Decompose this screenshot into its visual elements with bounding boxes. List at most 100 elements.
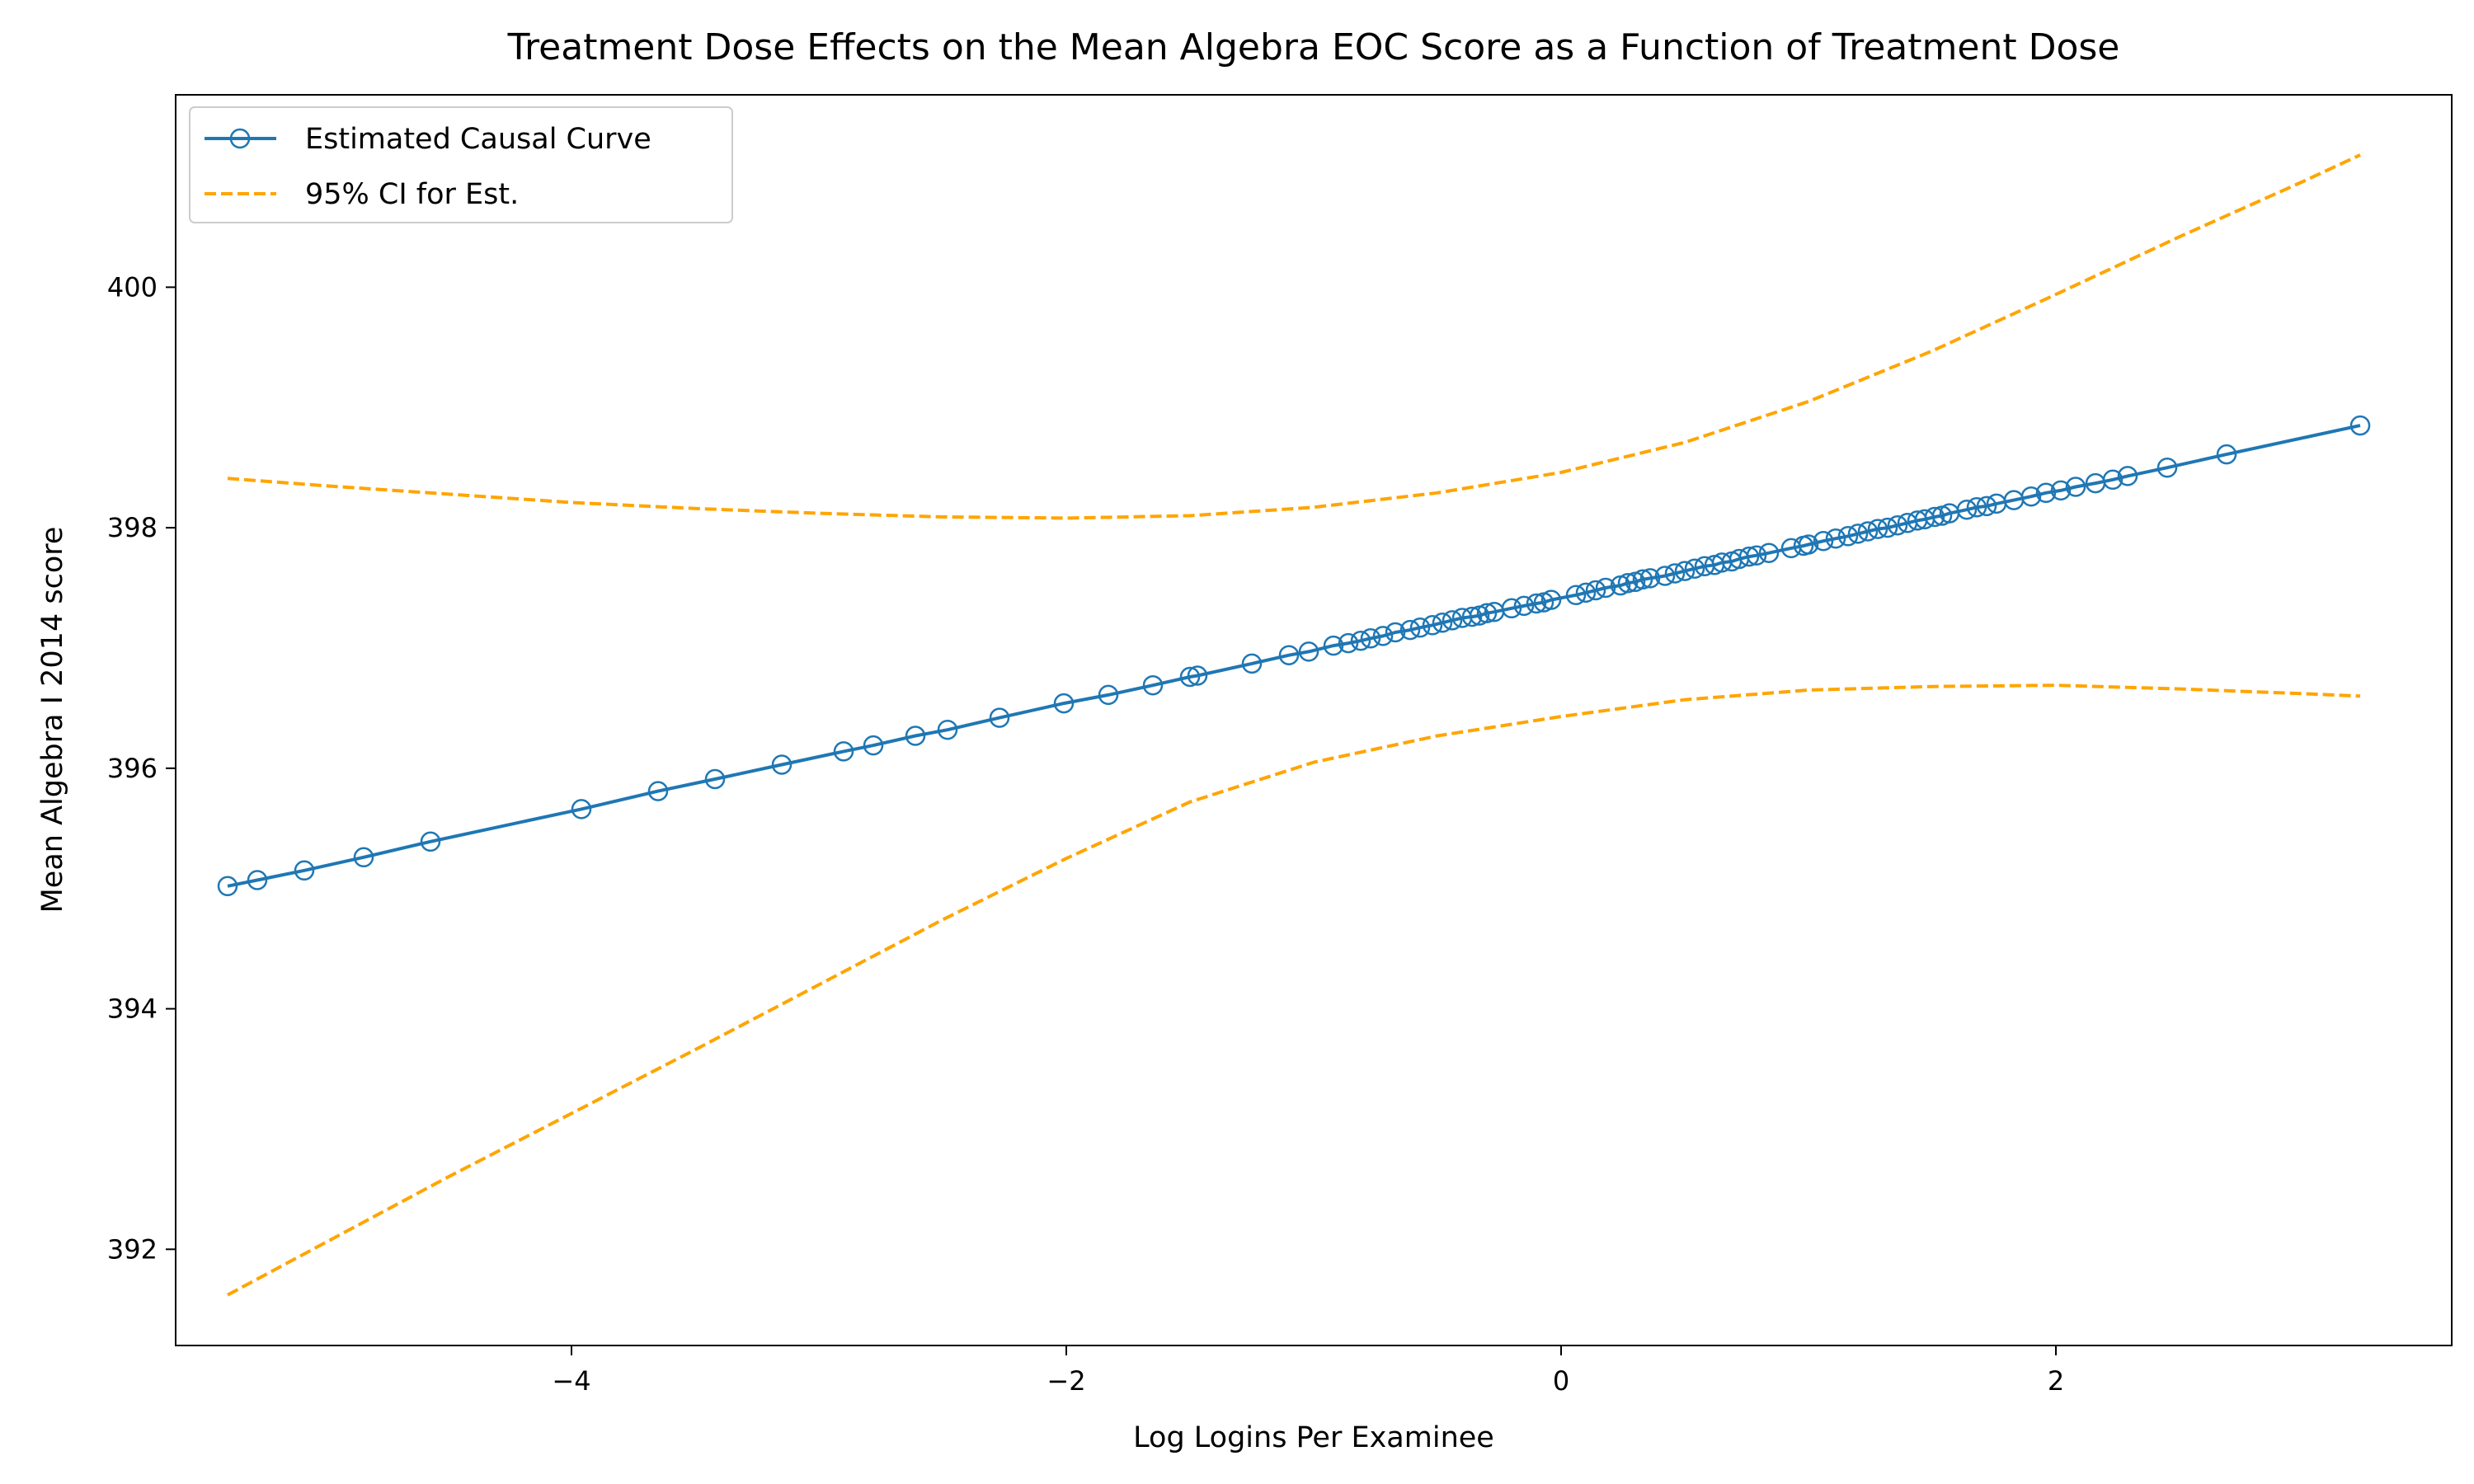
data-point: [1575, 582, 1597, 603]
data-point: [1565, 585, 1587, 606]
data-point: [2117, 466, 2138, 486]
data-point: [863, 735, 884, 756]
data-point: [2102, 469, 2124, 491]
series-line-95-ci-for-est: [227, 153, 2361, 520]
legend-box: [189, 106, 733, 223]
legend: Estimated Causal Curve 95% CI for Est.: [189, 106, 733, 223]
data-point: [247, 870, 268, 890]
y-tick-label: 396: [107, 753, 158, 784]
data-point: [1432, 613, 1453, 633]
data-point: [1350, 630, 1371, 651]
data-point: [1372, 626, 1394, 646]
legend-marker-estimated-causal-curve: [229, 128, 251, 149]
data-point: [1360, 628, 1381, 649]
x-tick-label: −2: [1047, 1365, 1085, 1397]
y-axis: 392 394 396 398 400: [107, 271, 176, 1265]
data-point: [1385, 622, 1406, 643]
x-tick-label: −4: [552, 1365, 590, 1397]
data-point: [1956, 499, 1978, 520]
data-point: [1338, 632, 1359, 654]
data-point: [647, 781, 669, 801]
data-point: [1053, 693, 1075, 714]
data-point: [2020, 486, 2042, 507]
data-point: [1585, 580, 1606, 601]
y-tick-label: 400: [107, 271, 158, 303]
data-point: [1142, 674, 1164, 696]
data-point: [1476, 603, 1498, 623]
data-point: [1746, 545, 1767, 566]
data-point: [2035, 482, 2057, 504]
legend-label-ci: 95% CI for Est.: [305, 178, 519, 211]
data-point: [1674, 561, 1696, 581]
x-tick-label: 2: [2048, 1365, 2064, 1397]
data-point: [1513, 595, 1535, 617]
data-point: [937, 719, 958, 740]
data-point: [1857, 521, 1879, 542]
data-point: [1399, 619, 1421, 641]
data-point: [1241, 653, 1263, 674]
data-point: [1187, 665, 1208, 686]
data-point: [2349, 415, 2371, 436]
data-point: [1617, 572, 1639, 594]
data-point: [905, 726, 926, 746]
data-point: [704, 768, 726, 790]
data-point: [1461, 606, 1483, 627]
data-point: [1847, 524, 1869, 544]
data-point: [1098, 684, 1119, 706]
plot-frame: [175, 94, 2453, 1346]
data-point: [2065, 477, 2086, 497]
data-point: [1867, 519, 1888, 539]
data-point: [1758, 542, 1780, 563]
data-point: [420, 831, 441, 852]
data-point: [1877, 517, 1898, 538]
data-point: [2216, 444, 2237, 465]
data-point: [1595, 577, 1616, 599]
data-point: [1813, 530, 1834, 552]
data-point: [1684, 558, 1705, 579]
data-point: [1323, 635, 1344, 656]
data-point: [1966, 497, 1987, 518]
series-layer: [217, 153, 2371, 1297]
data-point: [1887, 514, 1908, 536]
data-point: [571, 799, 592, 819]
chart-title: Treatment Dose Effects on the Mean Algeb…: [507, 26, 2120, 68]
data-point: [771, 754, 793, 775]
data-point: [1639, 568, 1661, 589]
data-point: [833, 741, 854, 762]
y-tick-label: 392: [107, 1233, 158, 1265]
data-point: [1632, 569, 1653, 590]
data-point: [2157, 457, 2178, 478]
x-axis-label: Log Logins Per Examinee: [1133, 1421, 1494, 1454]
data-point: [989, 707, 1010, 728]
data-point: [353, 847, 374, 868]
data-point: [1540, 589, 1562, 610]
data-point: [294, 860, 315, 881]
data-point: [1179, 666, 1201, 688]
data-point: [1442, 610, 1463, 631]
data-point: [2050, 480, 2072, 501]
data-point: [1501, 598, 1522, 619]
data-point: [1924, 506, 1945, 528]
data-point: [217, 876, 238, 897]
data-point: [1654, 566, 1676, 586]
data-point: [1837, 526, 1859, 547]
legend-label-estimated-causal-curve: Estimated Causal Curve: [305, 123, 651, 156]
y-axis-label: Mean Algebra I 2014 score: [36, 527, 69, 913]
data-point: [1664, 563, 1686, 584]
data-point: [1298, 641, 1319, 662]
data-point: [1825, 528, 1846, 549]
x-axis: −4 −2 0 2: [552, 1345, 2064, 1397]
y-tick-label: 394: [107, 993, 158, 1025]
data-point: [1422, 615, 1443, 636]
data-point: [1278, 645, 1300, 665]
series-line-95-ci-for-est-lower: [227, 683, 2361, 1297]
data-point: [1409, 617, 1431, 638]
y-tick-label: 398: [107, 512, 158, 543]
x-tick-label: 0: [1553, 1365, 1569, 1397]
data-point: [1738, 546, 1760, 567]
data-point: [1976, 495, 1997, 517]
plot-area: [175, 94, 2453, 1346]
data-point: [1798, 534, 1819, 555]
